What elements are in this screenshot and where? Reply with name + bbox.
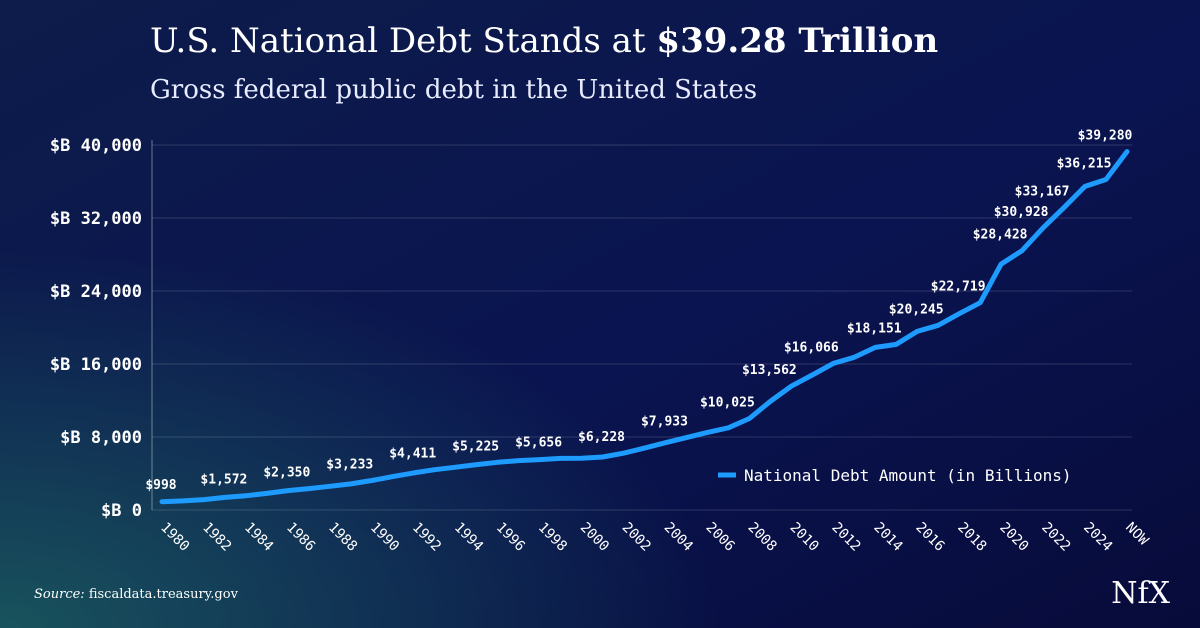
subtitle: Gross federal public debt in the United … <box>150 75 757 105</box>
value-label: $18,151 <box>847 321 902 336</box>
value-label: $998 <box>145 478 176 493</box>
value-label: $4,411 <box>389 447 436 462</box>
value-label: $7,933 <box>641 415 688 430</box>
value-label: $36,215 <box>1057 157 1112 172</box>
value-label: $1,572 <box>200 473 247 488</box>
value-label: $22,719 <box>931 280 986 295</box>
y-tick-label: $B 8,000 <box>60 428 142 448</box>
value-label: $3,233 <box>326 457 373 472</box>
legend-label: National Debt Amount (in Billions) <box>744 466 1072 485</box>
value-label: $30,928 <box>994 205 1049 220</box>
y-tick-label: $B 0 <box>101 501 142 521</box>
y-tick-label: $B 24,000 <box>50 282 142 302</box>
source-label: Source: <box>34 587 85 602</box>
value-label: $5,225 <box>452 439 499 454</box>
value-label: $13,562 <box>742 363 797 378</box>
value-label: $5,656 <box>515 435 562 450</box>
value-label: $10,025 <box>700 396 755 411</box>
title: U.S. National Debt Stands at $39.28 Tril… <box>150 21 938 61</box>
value-label: $2,350 <box>263 466 310 481</box>
data-line <box>159 149 1130 505</box>
title-text: U.S. National Debt Stands at <box>150 21 646 61</box>
source: Source: fiscaldata.treasury.gov <box>34 587 239 602</box>
y-tick-label: $B 32,000 <box>50 209 142 229</box>
logo: NfX <box>1111 576 1170 611</box>
value-label: $20,245 <box>889 302 944 317</box>
value-label: $39,280 <box>1078 129 1133 144</box>
value-label: $28,428 <box>973 228 1028 243</box>
title-highlight: $39.28 Trillion <box>656 21 938 61</box>
value-label: $33,167 <box>1015 184 1070 199</box>
source-text: fiscaldata.treasury.gov <box>89 587 239 602</box>
y-tick-label: $B 16,000 <box>50 355 142 375</box>
y-tick-label: $B 40,000 <box>50 136 142 156</box>
value-label: $16,066 <box>784 340 839 355</box>
value-label: $6,228 <box>578 430 625 445</box>
